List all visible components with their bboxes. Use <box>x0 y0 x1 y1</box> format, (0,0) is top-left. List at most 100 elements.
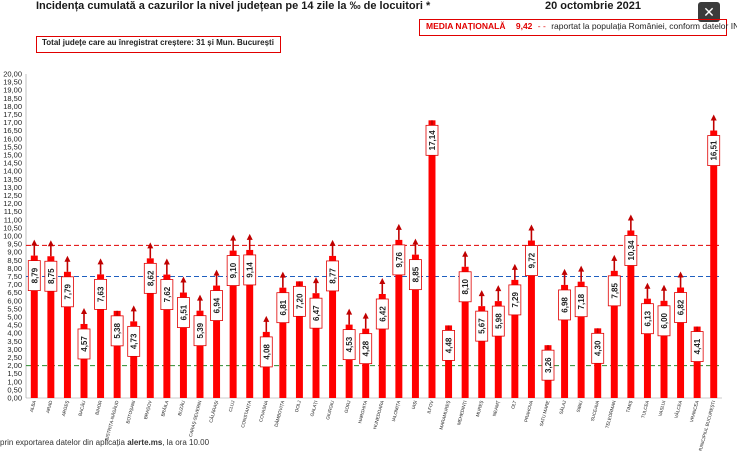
data-label: 7,29 <box>508 284 522 316</box>
bar <box>80 323 88 398</box>
data-label-box <box>243 254 257 286</box>
bar <box>561 284 569 398</box>
trend-arrow-icon <box>710 114 717 121</box>
data-label-box <box>591 332 605 364</box>
x-tick-label: HUNEDOARA <box>372 399 385 430</box>
trend-arrow-icon <box>478 290 485 297</box>
y-tick-label: 8,00 <box>7 264 22 273</box>
data-label-text: 4,57 <box>80 336 89 352</box>
data-label-text: 6,13 <box>643 310 652 326</box>
national-average-box: MEDIA NAȚIONALĂ 9,42 - - raportat la pop… <box>419 19 737 36</box>
data-label-box <box>442 330 455 361</box>
y-tick-label: 10,00 <box>3 232 22 241</box>
data-label: 8,10 <box>458 271 472 303</box>
y-tick-label: 7,00 <box>7 280 22 289</box>
x-tick-label: ARGEȘ <box>61 400 70 417</box>
data-label: 6,51 <box>177 297 190 328</box>
trend-arrow-icon <box>346 308 353 315</box>
data-label-box <box>641 303 654 335</box>
bar <box>146 258 154 398</box>
data-label-text: 7,85 <box>610 282 619 298</box>
data-label: 5,98 <box>491 305 505 337</box>
data-label-text: 6,81 <box>279 299 288 315</box>
close-button[interactable]: ✕ <box>698 2 720 22</box>
trend-arrow-icon <box>163 258 170 265</box>
bar <box>279 287 287 398</box>
trend-arrow-icon <box>213 269 220 276</box>
data-label: 16,51 <box>707 135 721 166</box>
data-label-box <box>342 329 356 361</box>
bar <box>163 274 171 398</box>
data-label-box <box>425 124 439 156</box>
data-label: 4,41 <box>690 331 704 362</box>
trend-arrow-icon <box>578 265 585 272</box>
data-label-box <box>525 245 538 276</box>
data-label-text: 5,67 <box>478 318 487 334</box>
data-label: 4,28 <box>359 333 373 365</box>
y-tick-label: 3,50 <box>7 337 22 346</box>
data-label-text: 6,51 <box>179 304 188 320</box>
data-label: 5,38 <box>110 315 124 347</box>
data-label: 4,48 <box>442 330 455 361</box>
data-label-text: 7,62 <box>163 286 172 302</box>
trend-arrow-icon <box>379 277 386 284</box>
x-tick-label: BACĂU <box>77 400 87 417</box>
data-label-text: 4,08 <box>262 344 271 360</box>
y-tick-label: 4,00 <box>7 329 22 338</box>
x-tick-label: BOTOȘANI <box>125 400 136 424</box>
x-tick-label: OLT <box>510 400 517 410</box>
x-tick-label: ARAD <box>45 399 53 413</box>
data-label: 6,42 <box>375 298 389 330</box>
data-label-text: 4,73 <box>130 333 139 349</box>
data-label-text: 8,10 <box>461 278 470 294</box>
trend-arrow-icon <box>197 294 203 301</box>
growth-count-box: Total județe care au înregistrat creșter… <box>36 36 281 53</box>
bar <box>710 130 718 398</box>
data-label-box <box>409 259 422 291</box>
data-label: 8,79 <box>27 260 41 292</box>
x-tick-label: TULCEA <box>640 399 650 419</box>
x-tick-label: MEHEDINȚI <box>456 400 467 426</box>
y-tick-label: 20,00 <box>3 70 22 79</box>
bar <box>312 293 320 398</box>
data-label-text: 9,10 <box>229 262 238 278</box>
data-label-text: 6,00 <box>660 312 669 328</box>
x-tick-label: TIMIȘ <box>625 400 633 413</box>
data-label-box <box>27 260 41 292</box>
legend-dash-icon: - - <box>537 21 546 31</box>
data-label-box <box>657 305 671 337</box>
data-label-box <box>359 333 373 365</box>
data-label: 8,85 <box>409 259 422 291</box>
y-tick-label: 12,50 <box>3 191 22 200</box>
data-label-text: 4,41 <box>693 338 702 354</box>
y-tick-label: 8,50 <box>7 256 22 265</box>
x-tick-label: TELEORMAN <box>605 400 617 429</box>
trend-arrow-icon <box>313 277 319 284</box>
data-label: 6,13 <box>641 303 654 335</box>
data-label-box <box>690 331 704 362</box>
data-label: 6,82 <box>674 292 687 323</box>
y-tick-label: 13,00 <box>3 183 22 192</box>
x-tick-label: IAȘI <box>411 400 418 410</box>
data-label: 7,63 <box>94 278 107 310</box>
trend-arrow-icon <box>147 242 154 249</box>
x-tick-label: VRANCEA <box>689 399 700 423</box>
data-label-text: 9,14 <box>246 262 255 278</box>
trend-arrow-icon <box>561 268 568 275</box>
x-tick-label: BRĂILA <box>159 399 169 417</box>
data-label: 10,34 <box>624 235 638 266</box>
x-tick-label: GORJ <box>343 400 351 414</box>
data-label-box <box>143 262 157 294</box>
y-tick-label: 19,00 <box>3 86 22 95</box>
y-tick-label: 9,00 <box>7 248 22 257</box>
data-label-text: 8,75 <box>47 268 56 284</box>
y-tick-label: 17,50 <box>3 110 22 119</box>
y-tick-label: 1,00 <box>7 377 22 386</box>
data-label-text: 6,98 <box>561 297 570 313</box>
data-label: 17,14 <box>425 124 439 156</box>
bar <box>295 281 303 398</box>
trend-arrow-icon <box>81 307 87 314</box>
x-tick-label: BISTRIȚA-NĂSĂUD <box>103 399 120 441</box>
data-label-box <box>458 271 472 303</box>
bar <box>660 300 668 398</box>
